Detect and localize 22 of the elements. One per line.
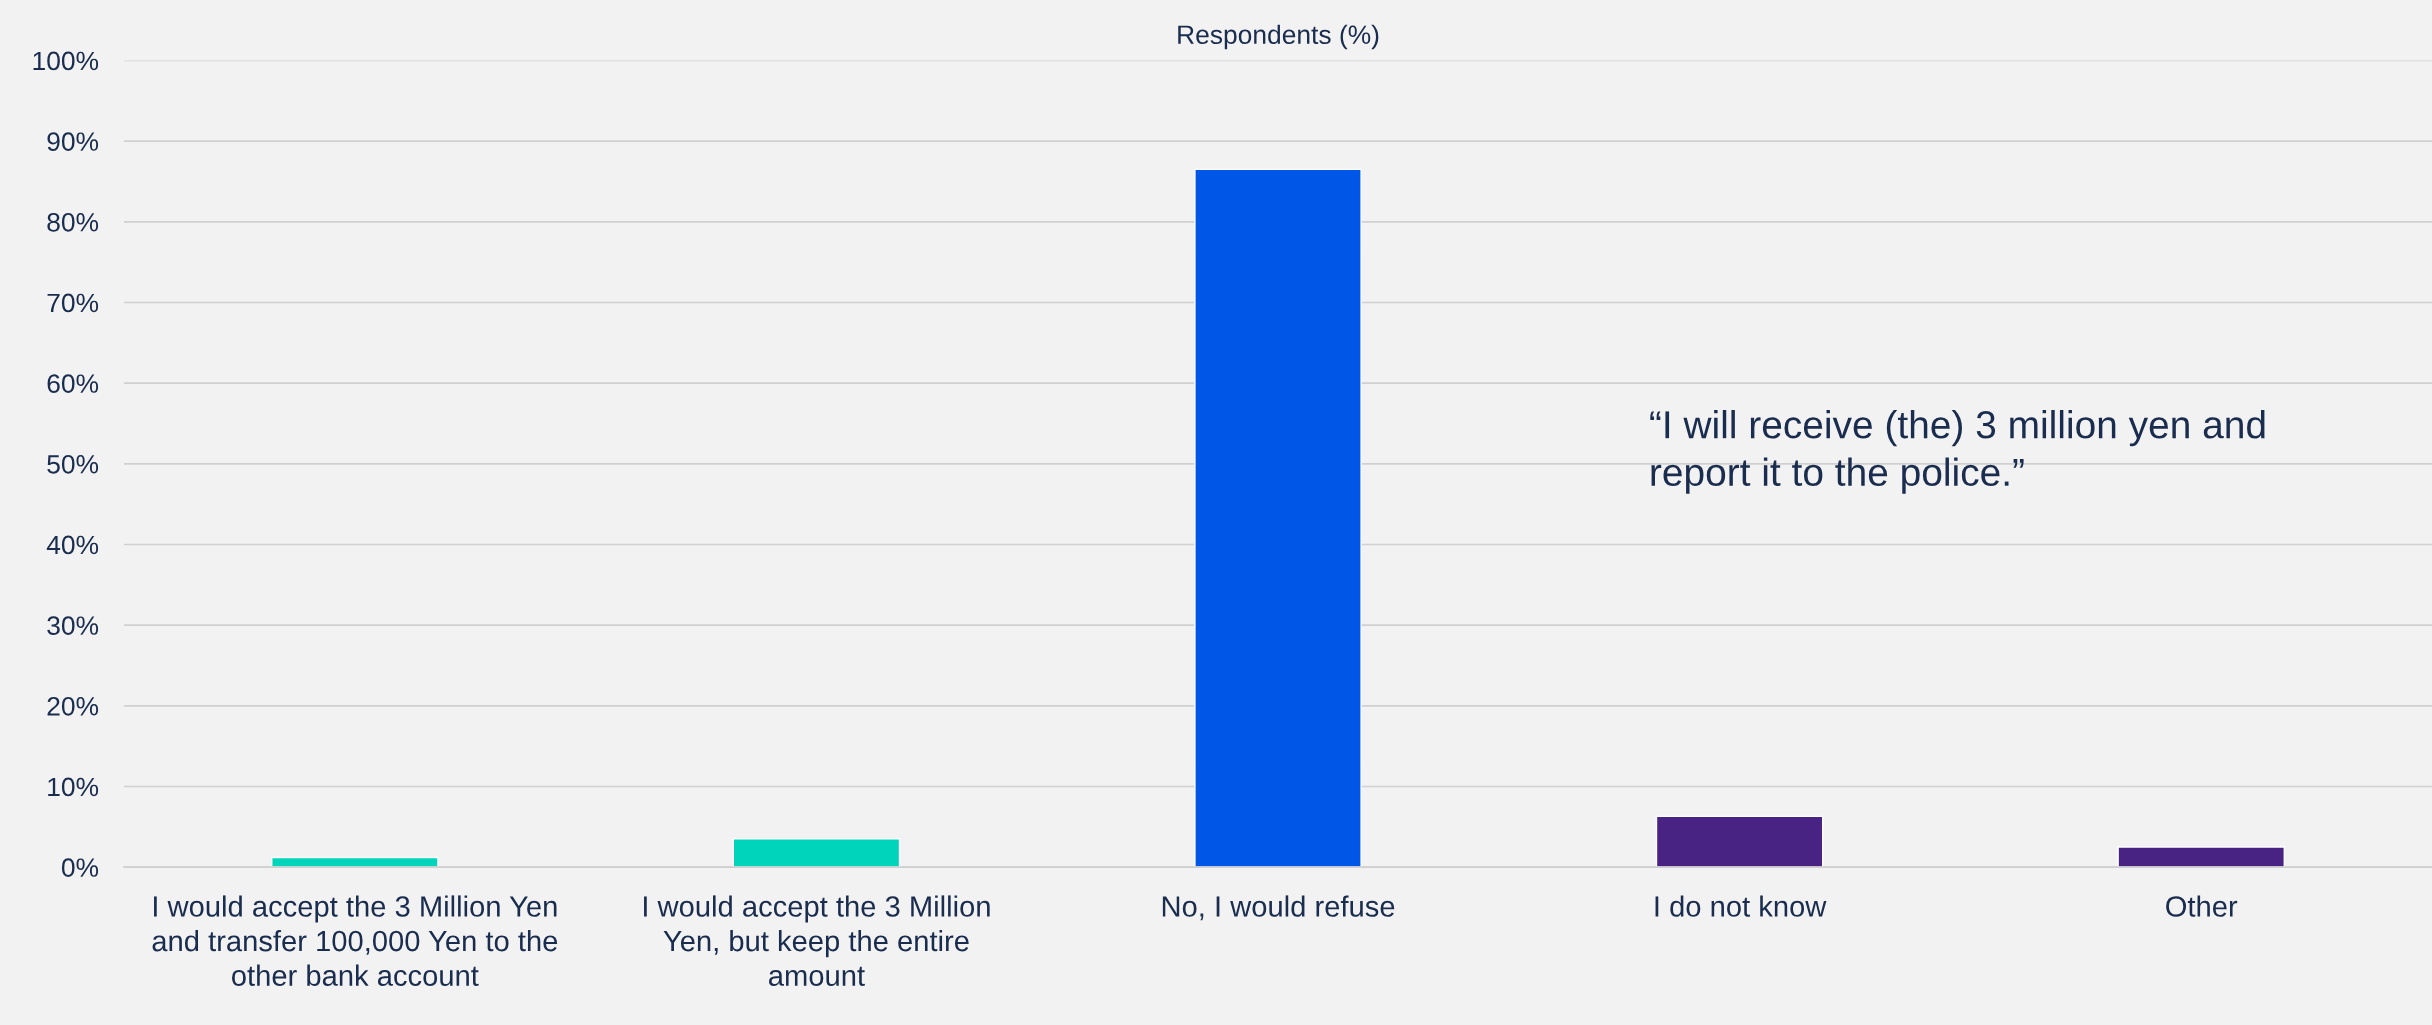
x-tick-label: No, I would refuse	[1162, 895, 1395, 921]
y-tick-label: 40%	[46, 535, 99, 555]
x-tick-label: I would accept the 3 Million Yen, but keep the entire amount	[644, 895, 990, 986]
y-tick-label: 100%	[33, 51, 99, 71]
y-tick-label: 90%	[47, 132, 99, 151]
y-tick-label: 80%	[47, 212, 99, 232]
y-tick-label: 70%	[47, 293, 99, 313]
chart-title: Respondents (%)	[1178, 24, 1379, 50]
bar	[1655, 815, 1824, 868]
bar	[732, 838, 901, 868]
y-tick-label: 0%	[61, 858, 99, 877]
y-tick-label: 30%	[47, 616, 99, 635]
x-tick-label: I would accept the 3 Million Yen and transfer 100,000 Yen to the other bank account	[152, 895, 558, 986]
x-tick-label: Other	[2166, 895, 2238, 917]
y-tick-label: 10%	[48, 777, 99, 797]
bar	[2117, 846, 2285, 868]
annotation: “I will receive (the) 3 million yen and report it to the police.”	[1650, 410, 2265, 494]
y-tick-label: 50%	[47, 454, 99, 474]
x-tick-label: I do not know	[1655, 895, 1827, 917]
y-tick-label: 20%	[47, 696, 99, 716]
y-tick-label: 60%	[47, 374, 99, 393]
bar	[1194, 168, 1362, 868]
